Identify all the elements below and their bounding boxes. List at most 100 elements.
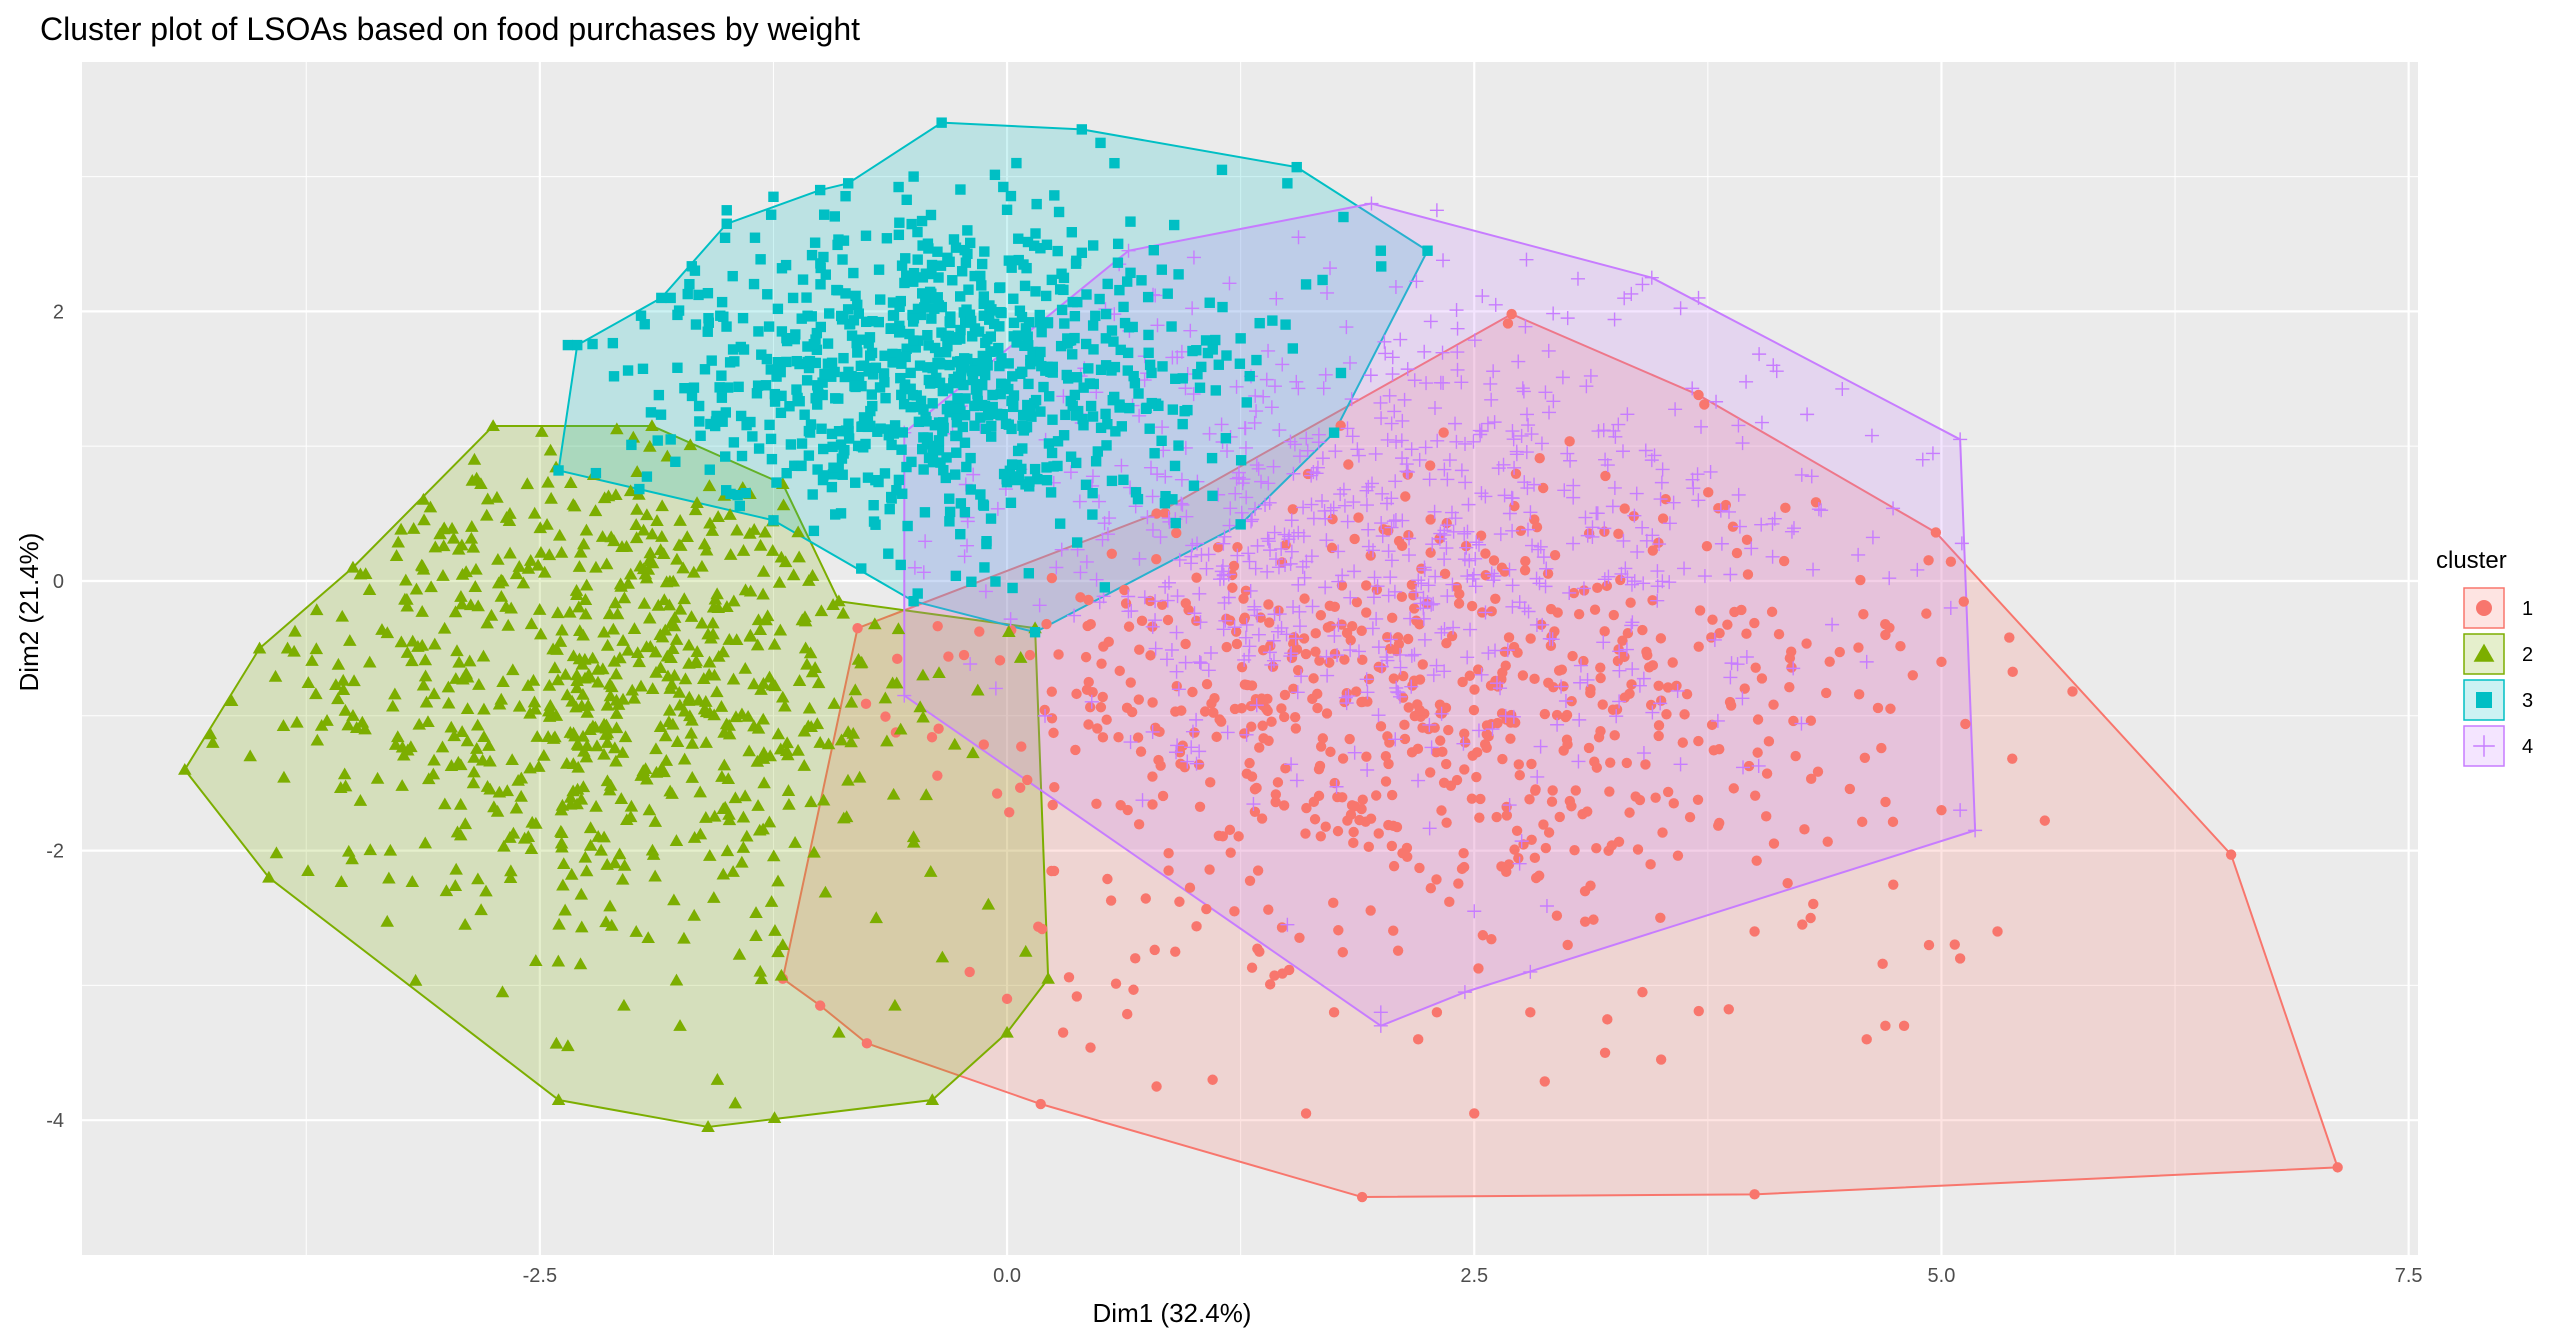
data-point xyxy=(1608,609,1619,621)
data-point xyxy=(1257,645,1269,656)
data-point xyxy=(1601,569,1616,584)
data-point xyxy=(1411,773,1426,788)
data-point xyxy=(1381,544,1396,559)
data-point xyxy=(1220,725,1235,740)
data-point xyxy=(1478,605,1493,620)
data-point xyxy=(509,567,524,580)
data-point xyxy=(1201,547,1216,562)
data-point xyxy=(1087,240,1099,251)
data-point xyxy=(423,500,438,513)
data-point xyxy=(1310,460,1325,475)
data-point xyxy=(331,657,346,670)
data-point xyxy=(1001,204,1013,215)
data-point xyxy=(1437,664,1452,679)
data-point xyxy=(1378,346,1393,361)
data-point xyxy=(835,310,847,322)
data-point xyxy=(353,794,368,806)
data-point xyxy=(590,739,604,752)
data-point xyxy=(1480,570,1491,581)
data-point xyxy=(1245,700,1257,712)
data-point xyxy=(576,628,590,641)
data-point xyxy=(917,272,929,283)
data-point xyxy=(1114,284,1125,296)
data-point xyxy=(578,607,593,620)
data-point xyxy=(873,264,885,275)
data-point xyxy=(1164,642,1179,658)
data-point xyxy=(615,872,630,885)
data-point xyxy=(797,274,809,285)
data-point xyxy=(1291,381,1306,396)
data-point xyxy=(699,364,711,375)
data-point xyxy=(765,678,780,691)
data-point xyxy=(1386,612,1398,624)
data-point xyxy=(1323,503,1338,518)
data-point xyxy=(467,452,482,465)
data-point xyxy=(940,472,951,484)
data-point xyxy=(1898,1020,1910,1032)
data-point xyxy=(541,730,555,743)
data-point xyxy=(733,381,744,393)
data-point xyxy=(1784,652,1796,664)
data-point xyxy=(1182,404,1193,416)
data-point xyxy=(416,492,431,505)
data-point xyxy=(1424,740,1439,755)
data-point xyxy=(1248,388,1263,403)
data-point xyxy=(1460,524,1475,539)
data-point xyxy=(846,330,858,341)
data-point xyxy=(1506,308,1517,320)
data-point xyxy=(1580,672,1595,688)
data-point xyxy=(609,707,624,719)
data-point xyxy=(1070,258,1082,269)
data-point xyxy=(1514,770,1525,781)
data-point xyxy=(1439,568,1451,580)
data-point xyxy=(1573,675,1588,690)
data-point xyxy=(1361,479,1376,494)
data-point xyxy=(579,578,594,591)
data-point xyxy=(751,613,766,626)
data-point xyxy=(600,736,615,748)
data-point xyxy=(1112,238,1124,250)
data-point xyxy=(610,607,625,620)
data-point xyxy=(1207,490,1218,502)
data-point xyxy=(1895,641,1906,652)
data-point xyxy=(774,550,789,563)
data-point xyxy=(1140,510,1155,525)
data-point xyxy=(936,327,947,338)
data-point xyxy=(1121,702,1133,714)
data-point xyxy=(1339,320,1354,335)
data-point xyxy=(641,931,655,944)
data-point xyxy=(1304,497,1319,512)
data-point xyxy=(938,422,949,434)
data-point xyxy=(1597,572,1612,587)
data-point xyxy=(1044,391,1055,402)
data-point xyxy=(818,251,829,263)
data-point xyxy=(1502,562,1517,577)
data-point xyxy=(347,674,361,687)
data-point xyxy=(1541,343,1556,358)
data-point xyxy=(1824,656,1835,667)
data-point xyxy=(1735,436,1750,451)
data-point xyxy=(895,559,906,571)
data-point xyxy=(1174,896,1185,907)
data-point xyxy=(594,843,608,856)
data-point xyxy=(1029,463,1041,475)
data-point xyxy=(1409,585,1424,600)
data-point xyxy=(570,674,584,687)
data-point xyxy=(1383,819,1394,831)
data-point xyxy=(765,433,777,445)
data-point xyxy=(1404,679,1419,694)
data-point xyxy=(1714,627,1725,639)
data-point xyxy=(1661,709,1672,720)
data-point xyxy=(1756,673,1768,684)
data-point xyxy=(1615,574,1626,586)
data-point xyxy=(699,695,713,707)
data-point xyxy=(1239,617,1254,632)
data-point xyxy=(1388,925,1399,936)
data-point xyxy=(880,392,891,404)
data-point xyxy=(1599,626,1610,637)
data-point xyxy=(1468,551,1483,566)
data-point xyxy=(1191,615,1202,627)
data-point xyxy=(932,666,946,679)
data-point xyxy=(1305,599,1320,614)
data-point xyxy=(1259,372,1274,387)
